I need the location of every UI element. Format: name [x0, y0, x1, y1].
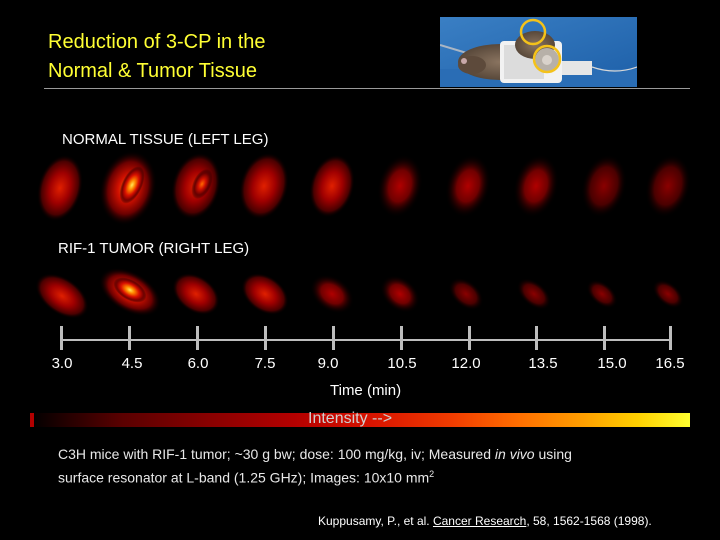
time-label: 6.0	[187, 355, 209, 372]
citation-journal: Cancer Research	[432, 514, 527, 528]
time-label: 16.5	[655, 355, 685, 372]
time-label: 3.0	[51, 355, 73, 372]
caption-line1: C3H mice with RIF-1 tumor; ~30 g bw; dos…	[58, 444, 698, 464]
time-tick	[128, 326, 131, 350]
intensity-start-mark	[30, 413, 34, 427]
caption-superscript: 2	[429, 469, 435, 479]
slide-title: Reduction of 3-CP in the Normal & Tumor …	[48, 28, 388, 86]
citation: Kuppusamy, P., et al. Cancer Research, 5…	[318, 514, 652, 528]
caption-text2: using	[534, 446, 572, 462]
time-label: 4.5	[121, 355, 143, 372]
time-axis-line	[60, 339, 672, 341]
time-tick	[603, 326, 606, 350]
time-tick	[264, 326, 267, 350]
time-tick	[468, 326, 471, 350]
time-tick	[332, 326, 335, 350]
tumor-label: RIF-1 TUMOR (RIGHT LEG)	[58, 240, 250, 257]
caption-line2: surface resonator at L-band (1.25 GHz); …	[58, 464, 698, 488]
time-tick	[535, 326, 538, 350]
citation-details: , 58, 1562-1568 (1998).	[526, 514, 652, 528]
time-tick	[669, 326, 672, 350]
normal-tissue-label: NORMAL TISSUE (LEFT LEG)	[62, 131, 269, 148]
caption-text1: C3H mice with RIF-1 tumor; ~30 g bw; dos…	[58, 446, 495, 462]
slide-title-line1: Reduction of 3-CP in the	[48, 31, 266, 53]
time-axis-title: Time (min)	[330, 382, 402, 399]
time-label: 15.0	[597, 355, 627, 372]
time-label: 13.5	[528, 355, 558, 372]
time-label: 10.5	[387, 355, 417, 372]
time-label: 12.0	[451, 355, 481, 372]
figure-caption: C3H mice with RIF-1 tumor; ~30 g bw; dos…	[58, 444, 698, 488]
intensity-color-bar	[30, 413, 690, 427]
normal-tissue-frames	[36, 150, 691, 226]
time-tick	[196, 326, 199, 350]
tumor-frames	[35, 267, 684, 319]
title-divider	[44, 88, 690, 89]
time-tick	[60, 326, 63, 350]
slide-title-line2: Normal & Tumor Tissue	[48, 60, 257, 82]
intensity-label: Intensity -->	[308, 410, 393, 427]
caption-italic: in vivo	[494, 446, 535, 462]
caption-line2-text: surface resonator at L-band (1.25 GHz); …	[58, 469, 430, 486]
citation-authors: Kuppusamy, P., et al.	[318, 514, 433, 528]
mouse-photo	[440, 17, 637, 87]
time-label: 7.5	[254, 355, 276, 372]
time-label: 9.0	[317, 355, 339, 372]
time-tick	[400, 326, 403, 350]
